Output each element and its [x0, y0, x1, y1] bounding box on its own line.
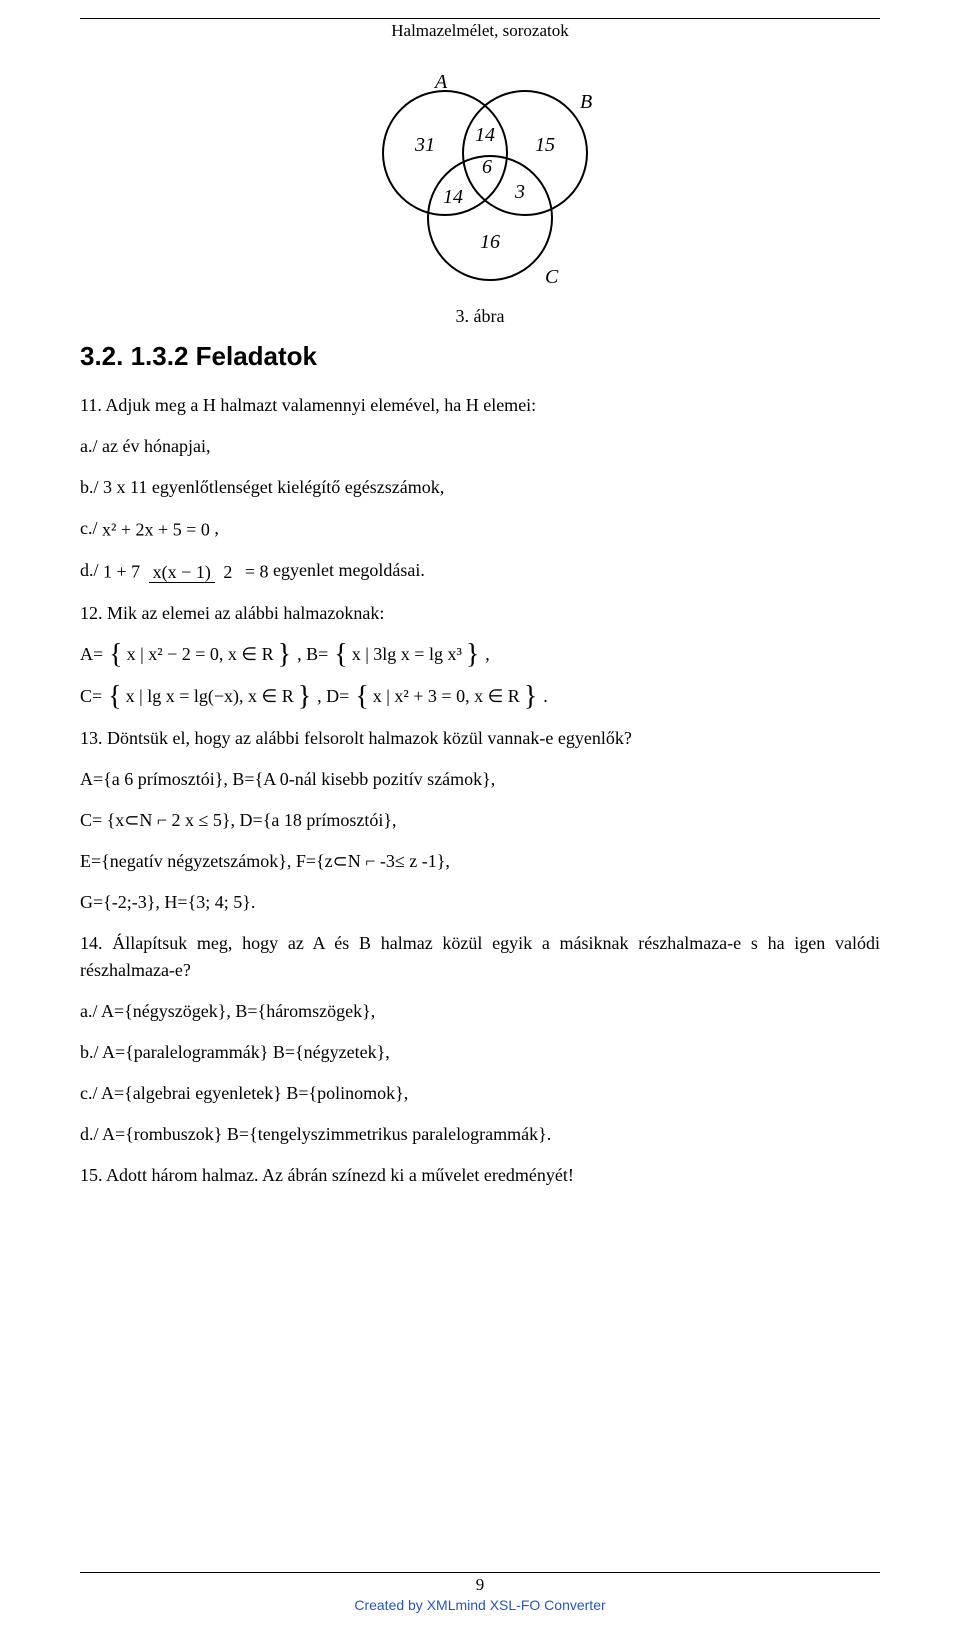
- q11-d-frac: x(x − 1) 2: [149, 563, 237, 581]
- q14-a: a./ A={négyszögek}, B={háromszögek},: [80, 998, 880, 1025]
- q12-b-set-inner: x | 3lg x = lg x³: [352, 644, 462, 665]
- brace-open: {: [108, 683, 121, 711]
- venn-label-c: C: [545, 266, 559, 288]
- q12-row-2: C= { x | lg x = lg(−x), x ∈ R } , D= { x…: [80, 683, 880, 711]
- q11-a: a./ az év hónapjai,: [80, 433, 880, 460]
- q12-d-set-inner: x | x² + 3 = 0, x ∈ R: [373, 686, 520, 707]
- q11-d-prefix: d./: [80, 560, 103, 580]
- brace-close: }: [466, 641, 479, 669]
- brace-open: {: [355, 683, 368, 711]
- venn-a-only: 31: [414, 134, 435, 156]
- page-number: 9: [0, 1575, 960, 1595]
- q11-d-eq-right: = 8: [245, 562, 269, 582]
- q11-d-frac-den: 2: [219, 562, 236, 582]
- q11-d: d./ 1 + 7 x(x − 1) 2 = 8 egyenlet megold…: [80, 557, 880, 585]
- q11-c-suffix: ,: [214, 518, 219, 538]
- q13-c: E={negatív négyzetszámok}, F={z⊂N ⌐ -3≤ …: [80, 848, 880, 875]
- top-rule: [80, 18, 880, 19]
- q12-lead: 12. Mik az elemei az alábbi halmazoknak:: [80, 600, 880, 627]
- q15: 15. Adott három halmaz. Az ábrán színezd…: [80, 1162, 880, 1189]
- q12-c-lhs: C=: [80, 686, 102, 707]
- page-footer: 9 Created by XMLmind XSL-FO Converter: [0, 1575, 960, 1613]
- q12-d-set: { x | x² + 3 = 0, x ∈ R }: [355, 683, 537, 711]
- q12-row-1: A= { x | x² − 2 = 0, x ∈ R } , B= { x | …: [80, 641, 880, 669]
- brace-open: {: [109, 641, 122, 669]
- q11-c-prefix: c./: [80, 518, 102, 538]
- q12-b-set: { x | 3lg x = lg x³ }: [334, 641, 479, 669]
- q13-b: C= {x⊂N ⌐ 2 x ≤ 5}, D={a 18 prímosztói},: [80, 807, 880, 834]
- q12-c-set-inner: x | lg x = lg(−x), x ∈ R: [126, 686, 294, 707]
- venn-diagram: A B C 31 15 16 14 14 3 6: [80, 63, 880, 298]
- q12-ab-sep: , B=: [297, 644, 328, 665]
- venn-svg: A B C 31 15 16 14 14 3 6: [335, 63, 625, 293]
- q14-d: d./ A={rombuszok} B={tengelyszimmetrikus…: [80, 1121, 880, 1148]
- q11-c-eq: x² + 2x + 5 = 0: [102, 519, 210, 539]
- brace-close: }: [278, 641, 291, 669]
- q11-d-suffix: egyenlet megoldásai.: [273, 560, 425, 580]
- q11-d-eq-left: 1 + 7: [103, 562, 140, 582]
- venn-b-only: 15: [535, 134, 555, 156]
- venn-ab: 14: [475, 124, 495, 146]
- venn-bc: 3: [514, 181, 525, 203]
- q12-row2-end: .: [543, 686, 548, 707]
- q11-c: c./ x² + 2x + 5 = 0 ,: [80, 515, 880, 543]
- q11-b: b./ 3 x 11 egyenlőtlenséget kielégítő eg…: [80, 474, 880, 501]
- venn-label-b: B: [580, 91, 592, 113]
- q12-row1-end: ,: [485, 644, 490, 665]
- section-title: 3.2. 1.3.2 Feladatok: [80, 341, 880, 372]
- brace-close: }: [298, 683, 311, 711]
- q13-lead: 13. Döntsük el, hogy az alábbi felsorolt…: [80, 725, 880, 752]
- q13-d: G={-2;-3}, H={3; 4; 5}.: [80, 889, 880, 916]
- q12-a-lhs: A=: [80, 644, 103, 665]
- q14-c: c./ A={algebrai egyenletek} B={polinomok…: [80, 1080, 880, 1107]
- page: Halmazelmélet, sorozatok A B C 31 15 16 …: [0, 18, 960, 1643]
- created-by: Created by XMLmind XSL-FO Converter: [0, 1597, 960, 1613]
- venn-ac: 14: [443, 186, 463, 208]
- q12-a-set: { x | x² − 2 = 0, x ∈ R }: [109, 641, 291, 669]
- q12-a-set-inner: x | x² − 2 = 0, x ∈ R: [127, 644, 274, 665]
- brace-open: {: [334, 641, 347, 669]
- q11-lead: 11. Adjuk meg a H halmazt valamennyi ele…: [80, 392, 880, 419]
- venn-abc: 6: [482, 156, 492, 178]
- q13-a: A={a 6 prímosztói}, B={A 0-nál kisebb po…: [80, 766, 880, 793]
- figure-caption: 3. ábra: [80, 306, 880, 327]
- venn-c-only: 16: [480, 231, 500, 253]
- brace-close: }: [524, 683, 537, 711]
- q11-d-frac-num: x(x − 1): [149, 562, 215, 583]
- q12-c-set: { x | lg x = lg(−x), x ∈ R }: [108, 683, 311, 711]
- q14-b: b./ A={paralelogrammák} B={négyzetek},: [80, 1039, 880, 1066]
- q14: 14. Állapítsuk meg, hogy az A és B halma…: [80, 930, 880, 984]
- running-header: Halmazelmélet, sorozatok: [80, 21, 880, 41]
- venn-label-a: A: [433, 71, 448, 93]
- bottom-rule: [80, 1572, 880, 1573]
- q12-cd-sep: , D=: [317, 686, 349, 707]
